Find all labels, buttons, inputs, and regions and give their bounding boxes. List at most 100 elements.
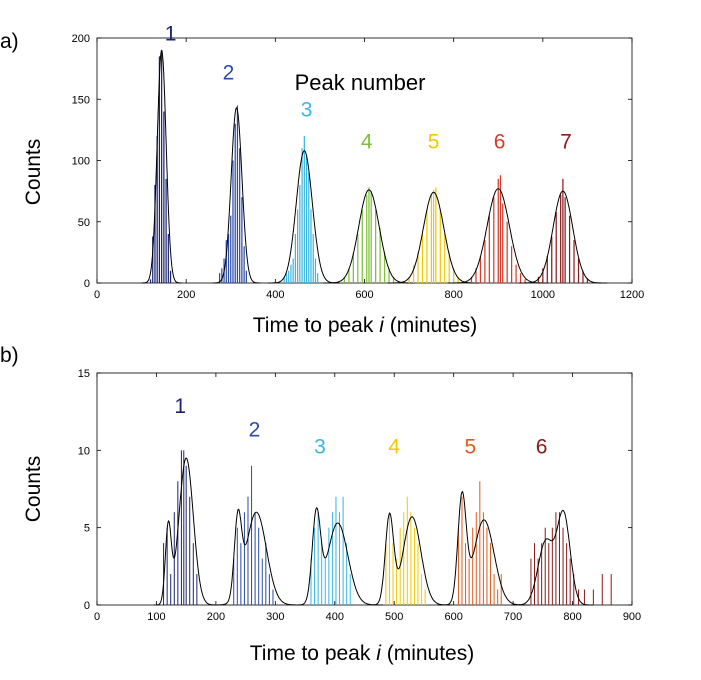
- y-tick-label: 5: [84, 523, 90, 535]
- peak-label: 1: [165, 22, 177, 45]
- bar: [468, 558, 470, 605]
- x-tick-label: 800: [563, 611, 581, 623]
- bar: [568, 215, 571, 283]
- bar: [479, 256, 482, 283]
- bar: [288, 270, 290, 283]
- bar: [328, 527, 330, 605]
- bar: [457, 527, 459, 605]
- bar: [192, 543, 194, 605]
- peak-label: 3: [301, 98, 313, 121]
- bar: [465, 543, 467, 605]
- bar: [511, 246, 513, 283]
- bar: [317, 273, 319, 283]
- bar: [379, 227, 381, 283]
- fit-curve: [141, 49, 182, 284]
- bar: [417, 252, 419, 283]
- bar: [426, 209, 428, 283]
- fit-curve: [438, 490, 530, 606]
- bar: [537, 558, 539, 605]
- bar: [361, 209, 363, 283]
- bar: [185, 465, 187, 605]
- panel-b-label: b): [0, 344, 19, 367]
- x-tick-label: 0: [94, 611, 100, 623]
- bar: [388, 268, 390, 283]
- panel-a-label: a): [0, 30, 19, 53]
- bar: [375, 209, 377, 283]
- bar: [542, 268, 544, 283]
- bar: [486, 527, 488, 605]
- peak-label: 1: [174, 395, 186, 418]
- bar: [497, 178, 499, 283]
- peak-label: 7: [560, 130, 572, 153]
- peak-label: 6: [536, 435, 548, 458]
- bar: [324, 558, 326, 605]
- peak-label: 2: [249, 418, 261, 441]
- bar: [475, 268, 477, 283]
- panel-b: b) Counts Time to peak i (minutes) 0 100 2…: [0, 344, 641, 665]
- bar: [541, 543, 543, 605]
- peak-label: 4: [361, 130, 373, 153]
- bar: [558, 512, 560, 605]
- peak-label: 3: [314, 435, 326, 458]
- bar: [156, 136, 158, 283]
- peak-label: 5: [428, 130, 440, 153]
- bar: [417, 543, 419, 605]
- panel-b-xlabel: Time to peak i (minutes): [250, 642, 474, 665]
- bar: [314, 258, 317, 283]
- bar: [424, 589, 426, 605]
- bar: [506, 221, 508, 283]
- bar: [551, 236, 553, 283]
- y-tick-label: 50: [78, 217, 90, 229]
- bar: [482, 512, 484, 605]
- bar: [524, 279, 526, 283]
- fit-curve: [292, 507, 383, 606]
- bar: [167, 234, 169, 283]
- bar: [294, 234, 297, 283]
- bar: [245, 270, 247, 283]
- bar: [310, 209, 312, 283]
- panel-a-plot: 0 200 400 600 800 1000 1200 0 50 100 150 200 1 2 3 4 5 6 7: [72, 22, 645, 301]
- panel-a-xlabel: Time to peak i (minutes): [253, 314, 477, 337]
- bar: [592, 589, 594, 605]
- bar: [312, 234, 314, 283]
- bar: [366, 194, 368, 283]
- bar: [230, 215, 232, 283]
- bar: [177, 481, 179, 605]
- bar: [254, 512, 256, 605]
- bar: [317, 512, 319, 605]
- bar: [472, 527, 474, 605]
- fit-curve: [268, 150, 340, 284]
- fit-curve: [518, 190, 607, 284]
- bar: [163, 111, 165, 283]
- peak-label: 5: [464, 435, 476, 458]
- bar: [569, 558, 571, 605]
- y-tick-label: 0: [84, 278, 90, 290]
- bar: [368, 187, 370, 283]
- bar: [163, 543, 165, 605]
- bar: [406, 496, 408, 605]
- bar: [392, 276, 395, 283]
- bar: [573, 574, 575, 605]
- bar: [189, 496, 191, 605]
- bar: [519, 273, 522, 283]
- x-tick-label: 500: [385, 611, 403, 623]
- bar: [232, 160, 234, 283]
- bar: [444, 234, 446, 283]
- bar: [169, 270, 172, 283]
- x-tick-label: 700: [504, 611, 522, 623]
- panel-b-xlabel-prefix: Time to peak: [250, 642, 376, 665]
- bar: [421, 234, 424, 283]
- bar: [453, 268, 455, 283]
- bar: [408, 276, 410, 283]
- bar: [335, 496, 337, 605]
- panel-a-xlabel-suffix: (minutes): [384, 314, 477, 337]
- bar: [555, 211, 557, 283]
- bar: [412, 264, 415, 283]
- x-tick-label: 900: [623, 611, 641, 623]
- bar: [227, 234, 230, 283]
- fit-curve: [212, 107, 261, 284]
- bar: [241, 197, 243, 283]
- panel-b-xlabel-suffix: (minutes): [381, 642, 474, 665]
- bar: [243, 512, 245, 605]
- bar: [236, 527, 238, 605]
